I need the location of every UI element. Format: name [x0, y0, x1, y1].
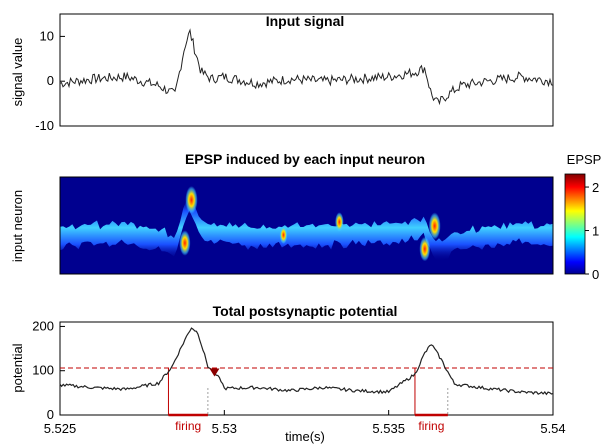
epsp-peak [179, 230, 191, 256]
input-signal-y-tick-label: -10 [35, 118, 54, 133]
epsp-peak [428, 212, 441, 240]
firing-label: firing [175, 419, 201, 433]
input-signal-line [59, 28, 554, 106]
colorbar [564, 173, 586, 275]
colorbar-ticks: 0 1 2 [585, 180, 599, 282]
firing-annotations: firing firing [167, 368, 449, 433]
potential-x-tick-label: 5.54 [540, 421, 565, 436]
input-signal-frame [59, 13, 554, 127]
firing-label: firing [418, 419, 444, 433]
potential-x-tick-label: 5.525 [44, 421, 77, 436]
epsp-ylabel: input neuron [10, 190, 25, 262]
epsp-heatmap-peaks [179, 186, 441, 262]
colorbar-tick-label: 1 [592, 224, 599, 239]
potential-title: Total postsynaptic potential [213, 303, 398, 319]
threshold-marker [209, 368, 220, 377]
epsp-title: EPSP induced by each input neuron [185, 151, 425, 167]
colorbar-tick-label: 2 [592, 180, 599, 195]
potential-ylabel: potential [10, 343, 25, 392]
potential-y-ticks: 0 100 200 [32, 318, 65, 422]
input-signal-title: Input signal [266, 13, 345, 29]
potential-xlabel: time(s) [285, 429, 325, 444]
potential-x-ticks: 5.525 5.53 5.535 5.54 [44, 410, 566, 436]
potential-x-tick-label: 5.53 [212, 421, 237, 436]
colorbar-label: EPSP [567, 152, 602, 167]
input-signal-y-tick-label: 10 [40, 28, 54, 43]
potential-y-tick-label: 200 [32, 318, 54, 333]
epsp-peak [335, 212, 344, 232]
input-signal-ylabel: signal value [10, 38, 25, 107]
epsp-peak [279, 226, 288, 244]
potential-x-tick-label: 5.535 [372, 421, 405, 436]
epsp-heatmap-frame [59, 176, 554, 275]
potential-y-tick-label: 100 [32, 363, 54, 378]
epsp-peak [185, 186, 198, 214]
colorbar-tick-label: 0 [592, 267, 599, 282]
potential-line [59, 327, 554, 396]
input-signal-y-ticks: -10 0 10 [35, 28, 65, 133]
input-signal-y-tick-label: 0 [47, 73, 54, 88]
epsp-peak [419, 236, 431, 262]
potential-y-tick-label: 0 [47, 407, 54, 422]
